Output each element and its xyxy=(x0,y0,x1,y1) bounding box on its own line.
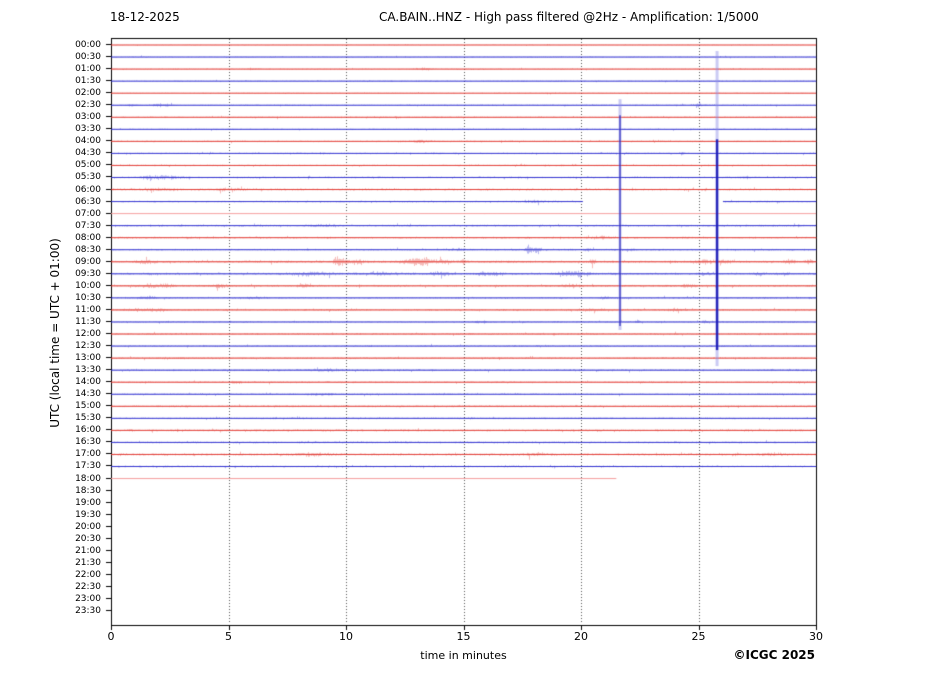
y-tick-label: 14:30 xyxy=(75,389,101,400)
y-tick-label: 10:30 xyxy=(75,292,101,303)
y-tick-label: 00:00 xyxy=(75,40,101,50)
y-tick-label: 15:30 xyxy=(75,413,101,424)
y-tick-label: 10:00 xyxy=(75,280,101,291)
y-tick-label: 06:00 xyxy=(75,184,101,195)
y-tick-label: 21:00 xyxy=(75,545,101,556)
y-tick-label: 09:00 xyxy=(75,256,101,267)
y-tick-label: 03:00 xyxy=(75,112,101,123)
y-tick-label: 22:30 xyxy=(75,581,101,592)
y-tick-label: 23:00 xyxy=(75,593,101,604)
y-tick-label: 19:00 xyxy=(75,497,101,508)
y-tick-label: 16:00 xyxy=(75,425,101,436)
y-tick-label: 00:30 xyxy=(75,52,101,63)
y-tick-label: 11:30 xyxy=(75,316,101,327)
y-tick-label: 12:30 xyxy=(75,341,101,352)
y-tick-label: 16:30 xyxy=(75,437,101,448)
y-tick-label: 17:00 xyxy=(75,449,101,460)
y-tick-label: 04:30 xyxy=(75,148,101,159)
y-tick-label: 01:00 xyxy=(75,64,101,75)
y-tick-label: 07:30 xyxy=(75,220,101,231)
y-tick-label: 01:30 xyxy=(75,76,101,87)
x-tick-label: 5 xyxy=(225,630,232,643)
y-tick-label: 18:30 xyxy=(75,485,101,496)
y-tick-label: 06:30 xyxy=(75,196,101,207)
x-tick-label: 0 xyxy=(107,630,115,643)
y-tick-label: 02:30 xyxy=(75,100,101,111)
y-tick-label: 05:30 xyxy=(75,172,101,183)
y-tick-label: 13:30 xyxy=(75,365,101,376)
x-tick-label: 30 xyxy=(809,630,823,643)
y-tick-label: 23:30 xyxy=(75,606,101,616)
y-tick-label: 02:00 xyxy=(75,88,101,99)
y-tick-label: 13:00 xyxy=(75,353,101,364)
y-tick-label: 20:00 xyxy=(75,521,101,532)
y-tick-label: 07:00 xyxy=(75,208,101,219)
y-tick-label: 18:00 xyxy=(75,473,101,484)
y-tick-label: 14:00 xyxy=(75,377,101,388)
y-tick-label: 17:30 xyxy=(75,461,101,472)
x-tick-label: 10 xyxy=(339,630,353,643)
y-tick-label: 15:00 xyxy=(75,401,101,412)
x-tick-label: 25 xyxy=(691,630,706,643)
y-tick-label: 19:30 xyxy=(75,509,101,520)
y-tick-label: 05:00 xyxy=(75,160,101,171)
y-tick-label: 04:00 xyxy=(75,136,101,147)
y-tick-label: 20:30 xyxy=(75,533,101,544)
copyright-label: ©ICGC 2025 xyxy=(733,648,815,662)
x-tick-label: 15 xyxy=(456,630,471,643)
y-tick-label: 22:00 xyxy=(75,569,101,580)
y-tick-label: 08:30 xyxy=(75,244,101,255)
y-tick-label: 09:30 xyxy=(75,268,101,279)
y-tick-label: 03:30 xyxy=(75,124,101,135)
y-tick-label: 21:30 xyxy=(75,557,101,568)
y-tick-label: 11:00 xyxy=(75,304,101,315)
x-axis-label: time in minutes xyxy=(420,649,507,662)
y-tick-label: 08:00 xyxy=(75,232,101,243)
x-tick-label: 20 xyxy=(574,630,588,643)
y-tick-label: 12:00 xyxy=(75,329,101,340)
